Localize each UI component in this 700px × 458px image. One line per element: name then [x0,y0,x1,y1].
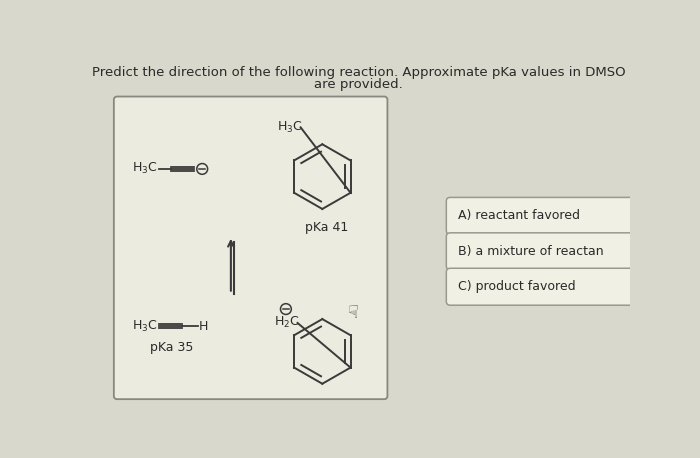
Text: H$_2$C: H$_2$C [274,316,300,331]
FancyBboxPatch shape [447,233,636,270]
Text: A) reactant favored: A) reactant favored [458,209,580,223]
Text: are provided.: are provided. [314,78,403,91]
Text: H$_3$C: H$_3$C [277,120,303,135]
Text: H: H [198,320,208,333]
Text: C) product favored: C) product favored [458,280,575,293]
Text: B) a mixture of reactan: B) a mixture of reactan [458,245,603,258]
FancyBboxPatch shape [447,197,636,234]
Text: H$_3$C: H$_3$C [132,161,158,176]
FancyBboxPatch shape [447,268,636,305]
Text: pKa 41: pKa 41 [304,220,348,234]
Text: pKa 35: pKa 35 [150,341,193,354]
Text: Predict the direction of the following reaction. Approximate pKa values in DMSO: Predict the direction of the following r… [92,66,626,79]
Text: ☟: ☟ [348,304,359,322]
FancyBboxPatch shape [114,97,387,399]
Text: H$_3$C: H$_3$C [132,318,158,333]
